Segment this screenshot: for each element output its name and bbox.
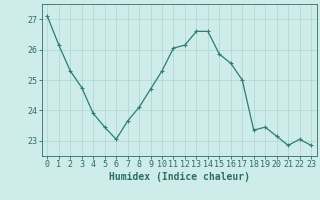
X-axis label: Humidex (Indice chaleur): Humidex (Indice chaleur) [109, 172, 250, 182]
